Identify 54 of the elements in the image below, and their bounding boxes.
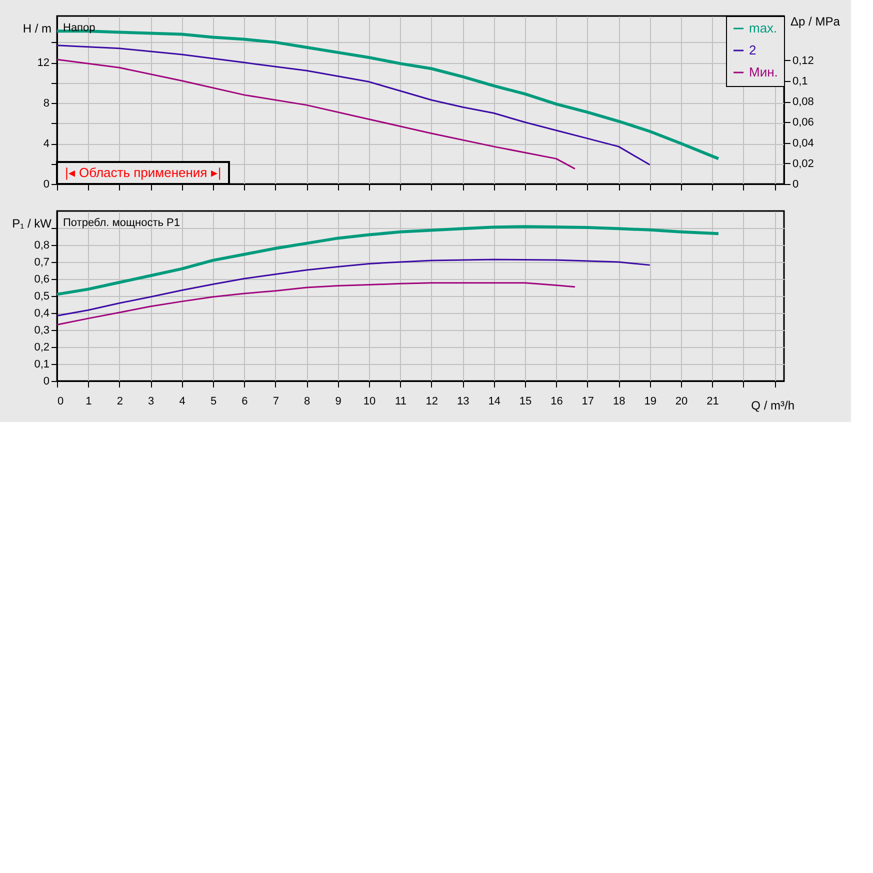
y-tick-label: 0,5 <box>34 290 50 302</box>
x-tick-label: 16 <box>550 396 563 408</box>
x-tick-label: 4 <box>179 396 186 408</box>
y2-tick-label: 0,04 <box>792 137 814 150</box>
line-series <box>56 282 576 326</box>
y-tick-label: 0,2 <box>34 342 50 354</box>
annotation: |◂ Область применения ▸| <box>65 165 222 180</box>
y2-tick-label: 0,08 <box>792 96 814 108</box>
x-tick-label: 21 <box>706 396 719 408</box>
y2-tick-label: 0,12 <box>792 54 814 67</box>
y-tick-label: 0,7 <box>34 256 50 268</box>
y-tick-label: 0,6 <box>34 274 50 286</box>
x-tick-label: 17 <box>582 396 594 408</box>
x-tick-label: 7 <box>272 396 279 408</box>
x-tick-label: 6 <box>242 396 248 408</box>
x-tick-label: 2 <box>116 396 123 408</box>
x-tick-label: 15 <box>519 396 532 408</box>
x-tick-label: 8 <box>304 396 310 408</box>
line-series <box>56 258 651 316</box>
x-tick-label: 0 <box>58 396 64 408</box>
x-tick-label: 14 <box>488 396 500 408</box>
y-tick-label: 4 <box>43 138 50 150</box>
x-tick-label: 10 <box>363 396 376 408</box>
x-tick-label: 1 <box>86 396 92 408</box>
y2-tick-label: 0,02 <box>792 158 814 170</box>
y-axis-title: P₁ / kW <box>12 216 52 230</box>
y-tick-label: 0 <box>43 178 50 190</box>
legend-label: 2 <box>749 42 756 58</box>
y2-axis-title: Δp / MPa <box>790 14 840 28</box>
y2-tick-label: 0,06 <box>792 116 814 129</box>
x-tick-label: 18 <box>613 396 626 408</box>
x-tick-label: 11 <box>395 396 406 408</box>
x-tick-label: 19 <box>644 396 656 408</box>
y-tick-label: 12 <box>37 57 50 70</box>
y2-tick-label: 0 <box>792 178 799 190</box>
x-tick-label: 13 <box>456 396 470 408</box>
x-axis-title: Q / m³/h <box>751 398 794 412</box>
y-tick-label: 0,1 <box>34 358 50 370</box>
y-tick-label: 0,4 <box>34 308 50 320</box>
y-tick-label: 0 <box>43 376 50 388</box>
legend-label: Мин. <box>749 64 778 80</box>
x-tick-label: 20 <box>675 396 688 408</box>
y-axis-title: H / m <box>22 22 52 36</box>
y-tick-label: 0,8 <box>34 240 50 252</box>
x-tick-label: 9 <box>335 396 342 408</box>
x-tick-label: 12 <box>426 396 438 408</box>
line-series <box>56 44 651 166</box>
x-tick-label: 3 <box>148 396 154 408</box>
y-tick-label: 8 <box>43 98 50 110</box>
y2-tick-label: 0,1 <box>792 75 808 88</box>
legend-label: max. <box>749 20 778 36</box>
annotation: Потребл. мощность P1 <box>63 217 180 229</box>
x-tick-label: 5 <box>210 396 217 408</box>
y-tick-label: 0,3 <box>34 324 50 336</box>
